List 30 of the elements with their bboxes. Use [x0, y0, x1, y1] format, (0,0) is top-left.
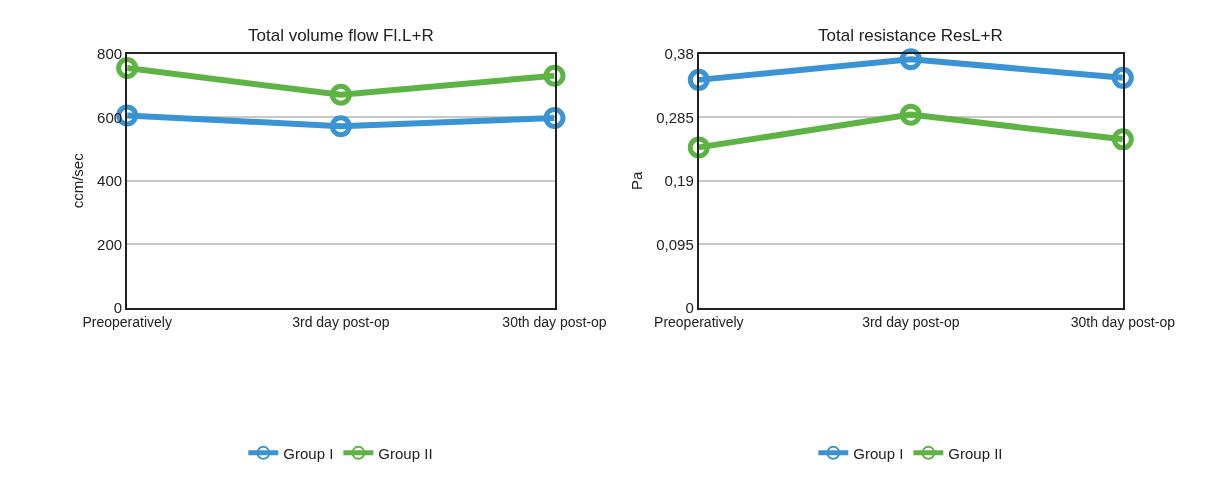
y-tick-label: 200 — [97, 235, 123, 253]
x-tick-label: 3rd day post-op — [292, 313, 390, 330]
point — [329, 115, 352, 138]
point — [329, 83, 352, 106]
legend-label: Group I — [853, 444, 904, 462]
y-tick-label: 0,19 — [664, 172, 694, 190]
y-tick-label: 800 — [97, 45, 123, 63]
point — [543, 64, 566, 87]
point — [116, 57, 139, 80]
point — [1111, 66, 1134, 89]
x-tick-label: 30th day post-op — [502, 313, 607, 330]
x-tick-label: 30th day post-op — [1070, 313, 1176, 330]
point — [687, 136, 710, 159]
y-axis-title: Pa — [628, 170, 645, 190]
y-tick-label: 0,095 — [656, 235, 694, 253]
y-axis-title: ccm/sec — [68, 152, 86, 209]
legend-label: Group II — [948, 444, 1003, 462]
y-tick-label: 0,285 — [656, 108, 694, 126]
chart-title: Total resistance ResL+R — [818, 26, 1003, 45]
legend-label: Group I — [283, 444, 334, 462]
point — [543, 106, 566, 129]
x-tick-label: 3rd day post-op — [862, 313, 960, 330]
chart-title: Total volume flow Fl.L+R — [248, 26, 434, 45]
point — [899, 103, 922, 126]
point — [899, 48, 922, 71]
legend-label: Group II — [378, 444, 433, 462]
y-tick-label: 400 — [97, 172, 123, 190]
point — [687, 68, 710, 91]
point — [1111, 128, 1134, 151]
y-tick-label: 0,38 — [664, 45, 694, 63]
